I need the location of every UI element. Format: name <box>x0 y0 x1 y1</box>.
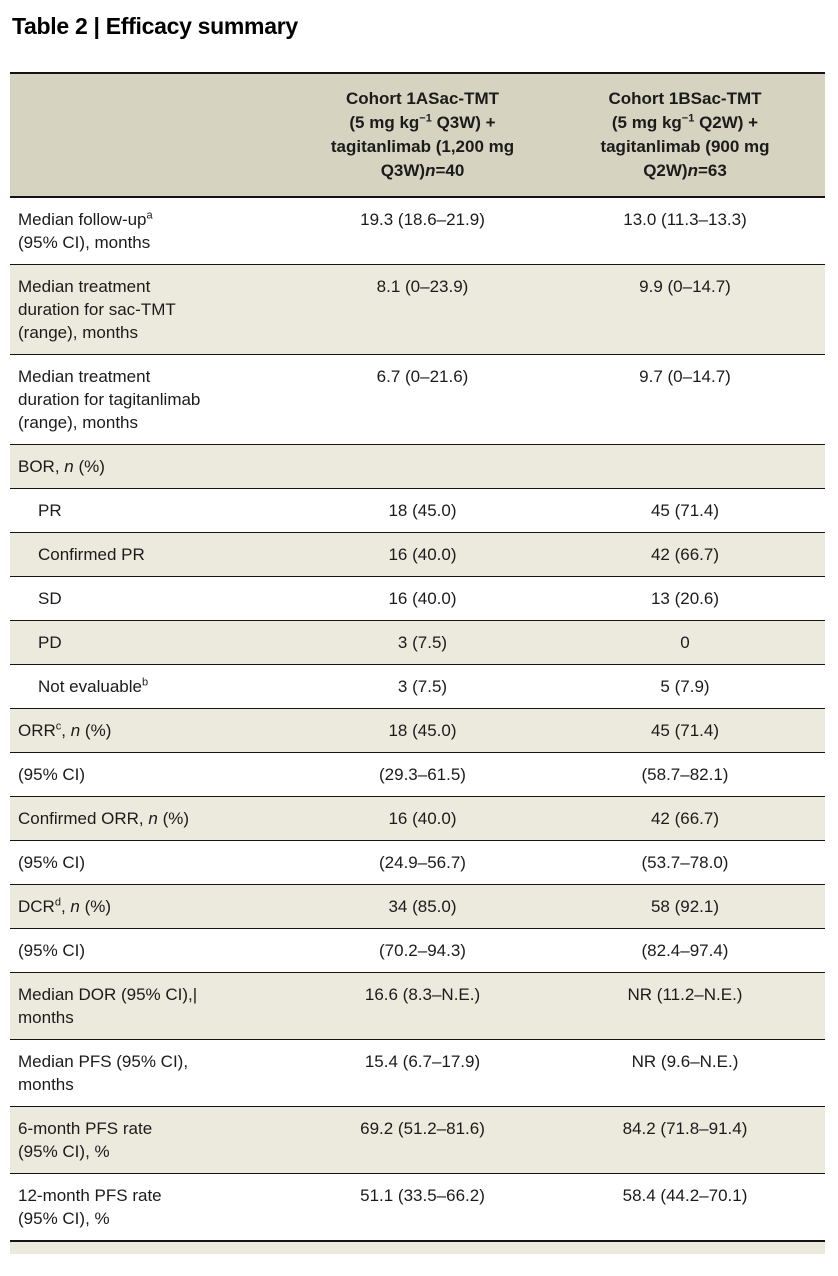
table-row: 6-month PFS rate (95% CI), % 69.2 (51.2–81… <box>10 1106 825 1174</box>
cell-value: 45 (71.4) <box>545 708 825 753</box>
row-label: Median PFS (95% CI), months <box>10 1039 300 1107</box>
cell-value: 58 (92.1) <box>545 884 825 929</box>
table-title: Table 2 | Efficacy summary <box>12 13 298 39</box>
cell-value <box>545 444 825 489</box>
cell-value: (70.2–94.3) <box>300 928 545 973</box>
cell-value: NR (9.6–N.E.) <box>545 1039 825 1107</box>
cell-value: (24.9–56.7) <box>300 840 545 885</box>
cell-value: 51.1 (33.5–66.2) <box>300 1173 545 1242</box>
table-row: Confirmed PR 16 (40.0) 42 (66.7) <box>10 532 825 577</box>
cell-value: 45 (71.4) <box>545 488 825 533</box>
cell-value: 0 <box>545 620 825 665</box>
table-row: PR 18 (45.0) 45 (71.4) <box>10 488 825 533</box>
cell-value: 8.1 (0–23.9) <box>300 264 545 355</box>
row-label: (95% CI) <box>10 752 300 797</box>
cell-value: 84.2 (71.8–91.4) <box>545 1106 825 1174</box>
row-label: ORRc, n (%) <box>10 708 300 753</box>
cell-value: 16 (40.0) <box>300 796 545 841</box>
table-row: 12-month PFS rate (95% CI), % 51.1 (33.5–6… <box>10 1173 825 1242</box>
cell-value <box>300 444 545 489</box>
efficacy-table: Cohort 1ASac-TMT (5 mg kg−1 Q3W) + tagitan… <box>10 72 825 1242</box>
table-row: Median treatment duration for tagitanlima… <box>10 354 825 445</box>
cell-value: 9.9 (0–14.7) <box>545 264 825 355</box>
row-label: BOR, n (%) <box>10 444 300 489</box>
row-label: DCRd, n (%) <box>10 884 300 929</box>
table-body: Median follow-upa (95% CI), months 19.3 (1… <box>10 197 825 1242</box>
cell-value: (29.3–61.5) <box>300 752 545 797</box>
table-row: PD 3 (7.5) 0 <box>10 620 825 665</box>
row-label: Median treatment duration for sac-TMT (ran… <box>10 264 300 355</box>
row-label: SD <box>10 576 300 621</box>
row-label: Median DOR (95% CI),| months <box>10 972 300 1040</box>
header-row: Cohort 1ASac-TMT (5 mg kg−1 Q3W) + tagitan… <box>10 72 825 198</box>
row-label: 6-month PFS rate (95% CI), % <box>10 1106 300 1174</box>
cell-value: 15.4 (6.7–17.9) <box>300 1039 545 1107</box>
table-row: (95% CI) (24.9–56.7) (53.7–78.0) <box>10 840 825 885</box>
row-label: Confirmed PR <box>10 532 300 577</box>
cell-value: 9.7 (0–14.7) <box>545 354 825 445</box>
cell-value: 16.6 (8.3–N.E.) <box>300 972 545 1040</box>
cell-value: (58.7–82.1) <box>545 752 825 797</box>
cell-value: 16 (40.0) <box>300 576 545 621</box>
table-row: BOR, n (%) <box>10 444 825 489</box>
table-container: Cohort 1ASac-TMT (5 mg kg−1 Q3W) + tagitan… <box>10 72 825 1254</box>
column-header: Cohort 1ASac-TMT (5 mg kg−1 Q3W) + tagitan… <box>300 72 545 198</box>
row-label: Not evaluableb <box>10 664 300 709</box>
row-label: Confirmed ORR, n (%) <box>10 796 300 841</box>
table-row: ORRc, n (%) 18 (45.0) 45 (71.4) <box>10 708 825 753</box>
table-row: (95% CI) (70.2–94.3) (82.4–97.4) <box>10 928 825 973</box>
row-label: (95% CI) <box>10 840 300 885</box>
cell-value: 6.7 (0–21.6) <box>300 354 545 445</box>
cell-value: 13 (20.6) <box>545 576 825 621</box>
row-label: PR <box>10 488 300 533</box>
cell-value: 19.3 (18.6–21.9) <box>300 197 545 265</box>
table-row: Median follow-upa (95% CI), months 19.3 (1… <box>10 197 825 265</box>
cell-value: 58.4 (44.2–70.1) <box>545 1173 825 1242</box>
footnote-strip <box>10 1242 825 1254</box>
cell-value: 5 (7.9) <box>545 664 825 709</box>
table-row: DCRd, n (%) 34 (85.0) 58 (92.1) <box>10 884 825 929</box>
cell-value: 16 (40.0) <box>300 532 545 577</box>
row-label: Median treatment duration for tagitanlima… <box>10 354 300 445</box>
table-row: Median PFS (95% CI), months 15.4 (6.7–17.9… <box>10 1039 825 1107</box>
cell-value: 42 (66.7) <box>545 796 825 841</box>
column-header: Cohort 1BSac-TMT (5 mg kg−1 Q2W) + tagitan… <box>545 72 825 198</box>
header-cell-empty <box>10 72 300 198</box>
table-row: Confirmed ORR, n (%) 16 (40.0) 42 (66.7) <box>10 796 825 841</box>
cell-value: (53.7–78.0) <box>545 840 825 885</box>
table-row: Median treatment duration for sac-TMT (ran… <box>10 264 825 355</box>
row-label: PD <box>10 620 300 665</box>
cell-value: 3 (7.5) <box>300 664 545 709</box>
row-label: 12-month PFS rate (95% CI), % <box>10 1173 300 1242</box>
table-header: Cohort 1ASac-TMT (5 mg kg−1 Q3W) + tagitan… <box>10 72 825 198</box>
cell-value: 3 (7.5) <box>300 620 545 665</box>
cell-value: 13.0 (11.3–13.3) <box>545 197 825 265</box>
cell-value: 69.2 (51.2–81.6) <box>300 1106 545 1174</box>
cell-value: 18 (45.0) <box>300 488 545 533</box>
table-row: (95% CI) (29.3–61.5) (58.7–82.1) <box>10 752 825 797</box>
cell-value: (82.4–97.4) <box>545 928 825 973</box>
cell-value: 34 (85.0) <box>300 884 545 929</box>
cell-value: 18 (45.0) <box>300 708 545 753</box>
row-label: Median follow-upa (95% CI), months <box>10 197 300 265</box>
table-row: SD 16 (40.0) 13 (20.6) <box>10 576 825 621</box>
cell-value: 42 (66.7) <box>545 532 825 577</box>
cell-value: NR (11.2–N.E.) <box>545 972 825 1040</box>
table-row: Median DOR (95% CI),| months 16.6 (8.3–N.E… <box>10 972 825 1040</box>
table-row: Not evaluableb 3 (7.5) 5 (7.9) <box>10 664 825 709</box>
row-label: (95% CI) <box>10 928 300 973</box>
